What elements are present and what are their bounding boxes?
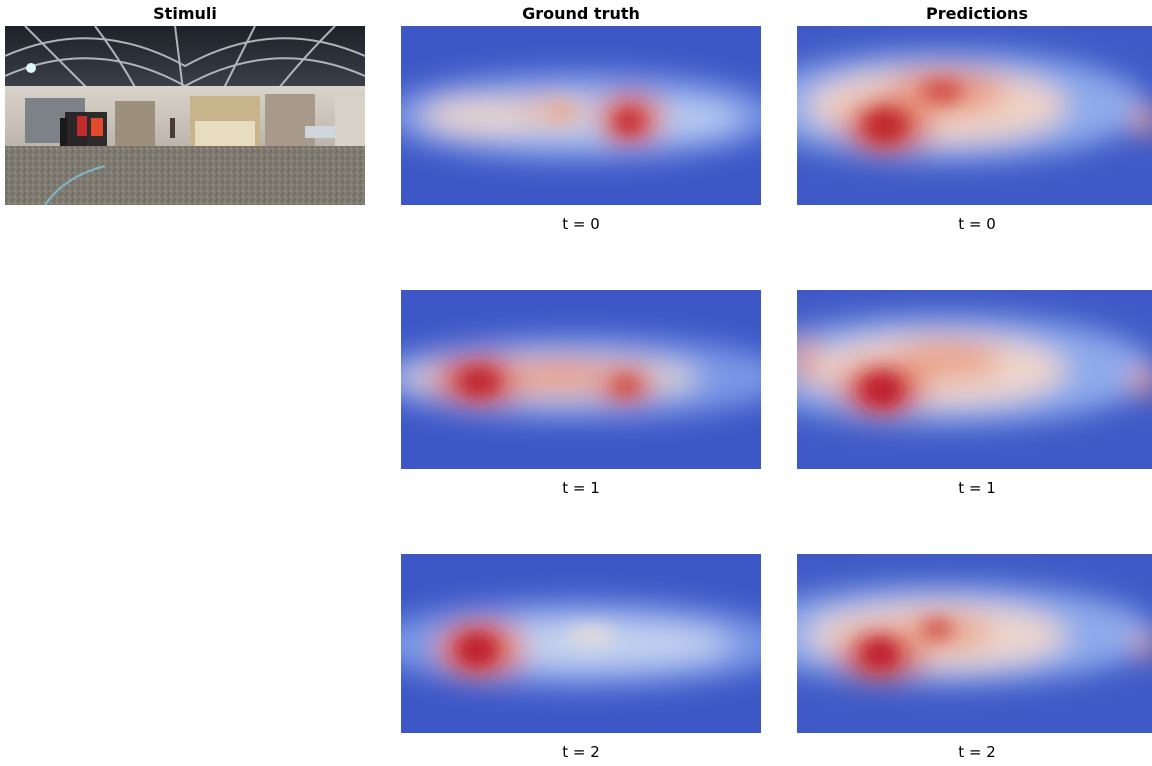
prediction-caption-t1: t = 1 bbox=[958, 479, 996, 497]
predictions-column-title: Predictions bbox=[926, 4, 1028, 23]
prediction-caption-t0: t = 0 bbox=[958, 215, 996, 233]
ground-truth-caption-t0: t = 0 bbox=[562, 215, 600, 233]
stimulus-image bbox=[5, 26, 365, 205]
ground-truth-caption-t2: t = 2 bbox=[562, 743, 600, 761]
prediction-map-t2 bbox=[797, 554, 1152, 733]
stimuli-column-title: Stimuli bbox=[153, 4, 217, 23]
ground-truth-map-t2 bbox=[401, 554, 761, 733]
prediction-caption-t2: t = 2 bbox=[958, 743, 996, 761]
prediction-map-t1 bbox=[797, 290, 1152, 469]
ground-truth-map-t0 bbox=[401, 26, 761, 205]
ground-truth-map-t1 bbox=[401, 290, 761, 469]
ground-truth-column-title: Ground truth bbox=[522, 4, 640, 23]
prediction-map-t0 bbox=[797, 26, 1152, 205]
ground-truth-caption-t1: t = 1 bbox=[562, 479, 600, 497]
